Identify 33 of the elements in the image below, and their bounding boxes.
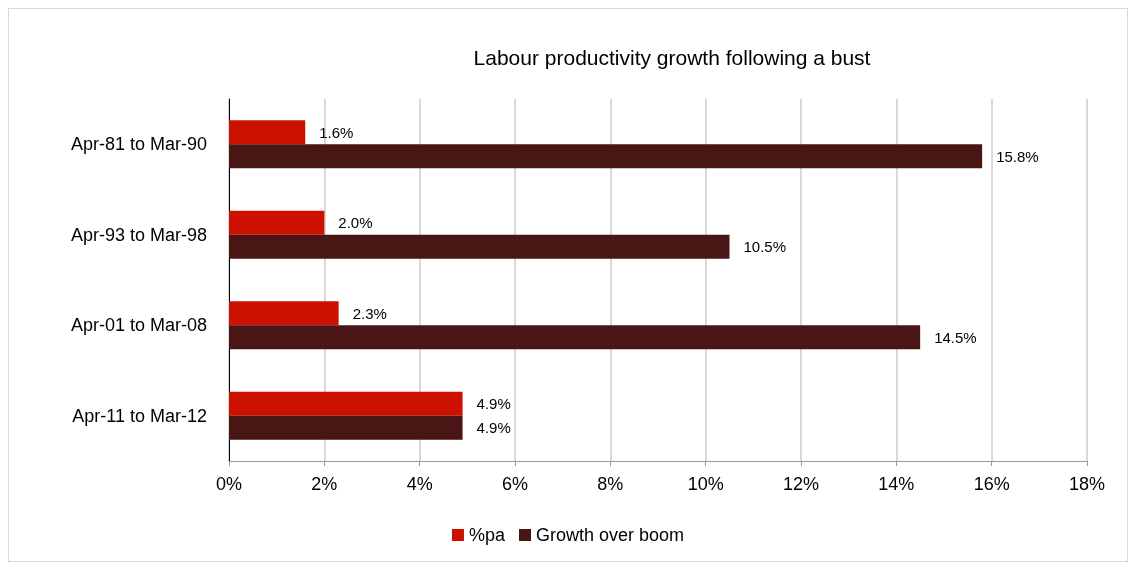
x-tick-label: 0%	[215, 474, 243, 494]
x-tick-label: 12%	[782, 474, 820, 494]
x-tick-label: 4%	[406, 474, 433, 494]
x-tick-label: 16%	[973, 474, 1010, 494]
bar	[229, 325, 921, 350]
x-tick-label: 8%	[597, 474, 624, 494]
data-label: 14.5%	[934, 328, 977, 346]
data-label: 1.6%	[319, 123, 354, 141]
legend-label: %pa	[468, 525, 506, 545]
x-tick-label: 14%	[878, 474, 915, 494]
y-tick-label: Apr-81 to Mar-90	[70, 134, 207, 155]
bar	[229, 301, 339, 326]
y-tick-label: Apr-01 to Mar-08	[70, 315, 207, 336]
data-label: 10.5%	[743, 238, 787, 256]
bar	[229, 415, 463, 440]
bar	[229, 144, 983, 169]
bar	[229, 120, 306, 145]
x-tick-label: 6%	[501, 474, 529, 494]
x-tick-label: 10%	[687, 474, 724, 494]
bar	[229, 391, 463, 416]
legend-label: Growth over boom	[535, 525, 685, 545]
x-tick-label: 2%	[311, 474, 338, 494]
bar	[229, 234, 730, 259]
data-label: 15.8%	[996, 147, 1039, 165]
chart-title: Labour productivity growth following a bust	[473, 46, 871, 69]
data-label: 4.9%	[476, 395, 511, 413]
y-tick-label: Apr-11 to Mar-12	[72, 405, 207, 426]
bar	[229, 210, 325, 235]
x-tick-label: 18%	[1068, 474, 1106, 494]
data-label: 4.9%	[476, 419, 511, 437]
y-tick-label: Apr-93 to Mar-98	[70, 224, 207, 245]
data-label: 2.0%	[338, 214, 373, 232]
data-label: 2.3%	[352, 304, 387, 322]
